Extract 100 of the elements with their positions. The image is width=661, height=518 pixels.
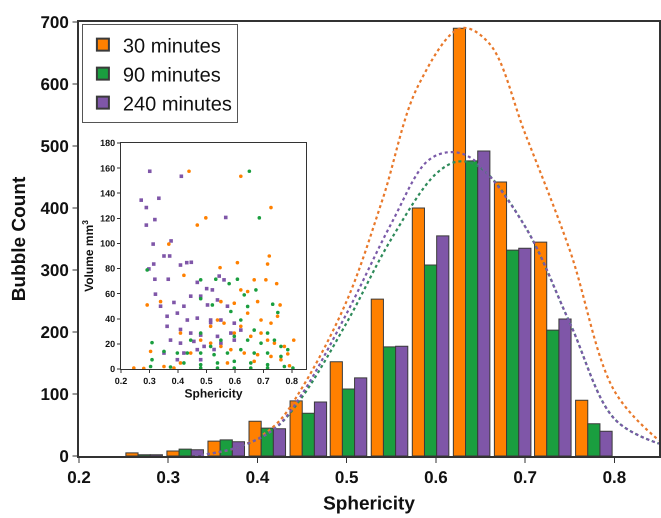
x-tick-label: 0.5 (200, 376, 213, 386)
x-tick-label: 0.4 (246, 468, 270, 488)
point (248, 169, 252, 174)
point (186, 318, 190, 322)
point (259, 318, 263, 322)
point (276, 314, 280, 318)
x-axis-title: Sphericity (323, 493, 416, 514)
point (162, 254, 166, 258)
point (204, 216, 208, 220)
point (242, 351, 246, 355)
point (195, 280, 200, 284)
point (165, 314, 169, 318)
point (269, 321, 273, 325)
point (153, 218, 157, 222)
point (252, 360, 256, 364)
point (187, 169, 191, 174)
point (279, 354, 283, 358)
point (254, 288, 258, 292)
point (291, 366, 295, 369)
point (219, 344, 223, 348)
point (176, 311, 180, 315)
point (286, 348, 290, 352)
y-tick-label: 40 (105, 314, 116, 324)
point (169, 239, 173, 243)
point (232, 331, 236, 335)
point (190, 260, 194, 264)
point (232, 321, 236, 325)
point (226, 351, 230, 355)
legend-label: 90 minutes (122, 64, 221, 86)
point (158, 300, 162, 304)
point (282, 344, 286, 348)
point (246, 338, 250, 342)
point (182, 351, 186, 355)
point (151, 242, 155, 246)
point (266, 338, 270, 342)
point (152, 262, 156, 266)
point (195, 223, 200, 227)
point (195, 348, 200, 352)
point (246, 311, 250, 315)
point (202, 344, 206, 348)
point (178, 331, 182, 335)
point (172, 300, 176, 304)
point (279, 344, 283, 348)
point (232, 334, 236, 338)
point (153, 277, 157, 282)
point (204, 286, 208, 290)
point (239, 324, 243, 328)
point (239, 328, 243, 332)
point (198, 351, 202, 355)
point (208, 344, 212, 348)
x-tick-label: 0.4 (172, 376, 184, 386)
x-tick-label: 0.5 (334, 468, 359, 488)
point (150, 358, 154, 362)
point (132, 366, 136, 369)
point (266, 366, 270, 369)
point (182, 304, 186, 308)
point (239, 318, 243, 322)
point (229, 331, 233, 335)
point (222, 278, 226, 282)
point (219, 338, 223, 342)
y-tick-label: 60 (105, 288, 116, 299)
point (216, 298, 220, 302)
point (188, 351, 193, 355)
point (154, 292, 158, 296)
point (188, 338, 193, 342)
x-tick-label: 0.7 (257, 376, 270, 386)
point (172, 366, 176, 369)
point (168, 338, 172, 342)
point (139, 198, 144, 202)
point (286, 352, 290, 356)
point (288, 364, 292, 368)
point (259, 341, 263, 345)
point (180, 174, 184, 178)
x-tick-label: 0.2 (67, 468, 91, 488)
point (182, 274, 186, 278)
point (274, 282, 278, 286)
point (227, 282, 231, 286)
point (282, 364, 286, 368)
point (246, 304, 250, 308)
point (270, 302, 274, 306)
point (167, 242, 171, 246)
point (232, 301, 236, 306)
point (232, 360, 236, 364)
point (208, 320, 212, 324)
y-tick-label: 0 (110, 364, 116, 374)
point (266, 362, 270, 367)
point (239, 174, 243, 178)
point (165, 324, 169, 328)
point (216, 366, 220, 369)
point (269, 206, 273, 210)
point (150, 340, 154, 344)
point (178, 341, 182, 345)
point (232, 366, 236, 369)
y-tick-label: 500 (40, 136, 69, 156)
point (198, 338, 202, 342)
point (212, 348, 216, 352)
point (246, 290, 250, 294)
point (157, 196, 161, 200)
point (148, 364, 152, 368)
point (188, 294, 193, 298)
